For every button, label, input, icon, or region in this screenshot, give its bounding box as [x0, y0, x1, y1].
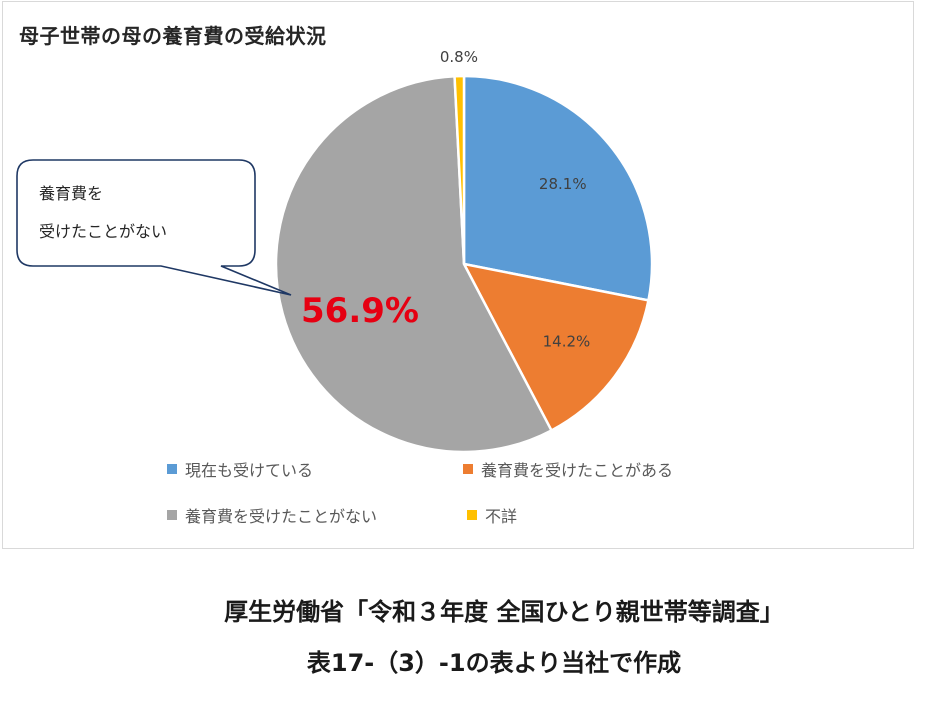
legend-item-2: 養育費を受けたことがない — [167, 503, 377, 527]
legend-swatch-2 — [167, 510, 177, 520]
chart-panel: 母子世帯の母の養育費の受給状況 28.1% 14.2% 56.9% 0.8% 養育費を… — [2, 1, 914, 549]
slice-label-0: 28.1% — [539, 175, 587, 193]
legend-label-2: 養育費を受けたことがない — [185, 507, 378, 526]
source-line-2: 表17-（3）-1の表より当社で作成 — [306, 649, 682, 677]
legend-item-3: 不詳 — [467, 503, 517, 527]
legend-label-0: 現在も受けている — [185, 461, 314, 480]
pie-slice-3 — [453, 74, 466, 265]
callout-text-line2: 受けたことがない — [39, 222, 167, 241]
pie-slice-1 — [461, 262, 650, 433]
legend-item-1: 養育費を受けたことがある — [463, 457, 673, 481]
pie-chart: 28.1% 14.2% 56.9% 0.8% 養育費を 受けたことがない — [16, 48, 654, 454]
callout-bubble — [16, 159, 292, 296]
legend-swatch-3 — [467, 510, 477, 520]
callout-text-line1: 養育費を — [39, 184, 103, 203]
source-line-1: 厚生労働省「令和３年度 全国ひとり親世帯等調査」 — [224, 598, 784, 626]
legend-item-0: 現在も受けている — [167, 457, 313, 481]
legend-swatch-1 — [463, 464, 473, 474]
slice-label-1: 14.2% — [543, 332, 591, 350]
legend-label-3: 不詳 — [485, 507, 518, 526]
chart-title: 母子世帯の母の養育費の受給状況 — [19, 24, 327, 48]
pie-slice-2 — [274, 74, 554, 454]
pie-slice-0 — [462, 74, 654, 302]
slice-label-2: 56.9% — [301, 291, 419, 331]
slice-label-3: 0.8% — [440, 48, 478, 66]
legend-label-1: 養育費を受けたことがある — [481, 461, 674, 480]
legend-swatch-0 — [167, 464, 177, 474]
